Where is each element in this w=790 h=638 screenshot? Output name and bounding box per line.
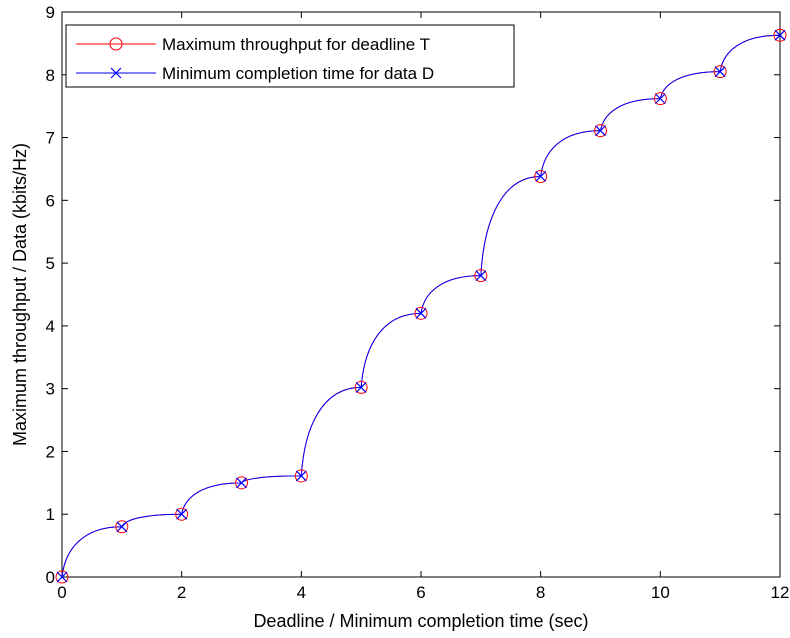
legend-label-throughput: Maximum throughput for deadline T — [162, 35, 430, 54]
series-markers — [55, 28, 787, 584]
throughput-point — [115, 520, 129, 534]
legend-label-completion: Minimum completion time for data D — [162, 64, 434, 83]
completion-point — [535, 171, 547, 182]
y-tick-label: 7 — [46, 129, 55, 148]
completion-point — [295, 470, 307, 482]
throughput-point — [474, 269, 488, 283]
y-tick-label: 2 — [46, 442, 55, 461]
legend-box — [65, 24, 515, 88]
throughput-point — [414, 306, 428, 320]
y-tick-label: 8 — [46, 66, 55, 85]
completion-point — [595, 125, 606, 137]
completion-point — [236, 477, 247, 489]
y-tick-label: 1 — [46, 505, 55, 524]
x-tick-label: 2 — [177, 583, 186, 602]
y-tick-label: 5 — [46, 254, 55, 273]
legend-marker-circle — [109, 37, 123, 51]
x-tick-label: 12 — [771, 583, 790, 602]
completion-point — [415, 307, 427, 319]
legend: Maximum throughput for deadline T Minimu… — [65, 24, 515, 88]
x-tick-label: 10 — [651, 583, 670, 602]
x-axis-label: Deadline / Minimum completion time (sec) — [253, 611, 588, 631]
x-tick-label: 0 — [57, 583, 66, 602]
completion-point — [56, 571, 68, 583]
completion-point — [714, 66, 726, 78]
completion-point — [116, 521, 128, 533]
throughput-point — [55, 570, 69, 584]
throughput-point — [294, 469, 308, 483]
completion-point — [475, 270, 487, 282]
throughput-point — [653, 92, 667, 106]
y-tick-label: 6 — [46, 191, 55, 210]
throughput-point — [235, 476, 248, 490]
throughput-point — [713, 65, 727, 79]
x-tick-label: 6 — [416, 583, 425, 602]
y-tick-label: 3 — [46, 380, 55, 399]
completion-point — [774, 29, 786, 41]
legend-marker-x — [110, 67, 122, 79]
throughput-point — [773, 28, 787, 42]
y-tick-label: 4 — [46, 317, 55, 336]
y-tick-label: 0 — [46, 568, 55, 587]
throughput-point — [534, 169, 548, 183]
throughput-point — [354, 380, 368, 394]
throughput-point — [175, 507, 189, 521]
throughput-point — [594, 124, 607, 138]
completion-point — [176, 508, 188, 520]
plot-area — [61, 11, 781, 578]
completion-point — [355, 381, 367, 393]
y-axis-label: Maximum throughput / Data (kbits/Hz) — [10, 143, 30, 446]
x-tick-label: 8 — [536, 583, 545, 602]
x-tick-label: 4 — [297, 583, 306, 602]
y-tick-label: 9 — [46, 3, 55, 22]
completion-point — [654, 93, 666, 105]
